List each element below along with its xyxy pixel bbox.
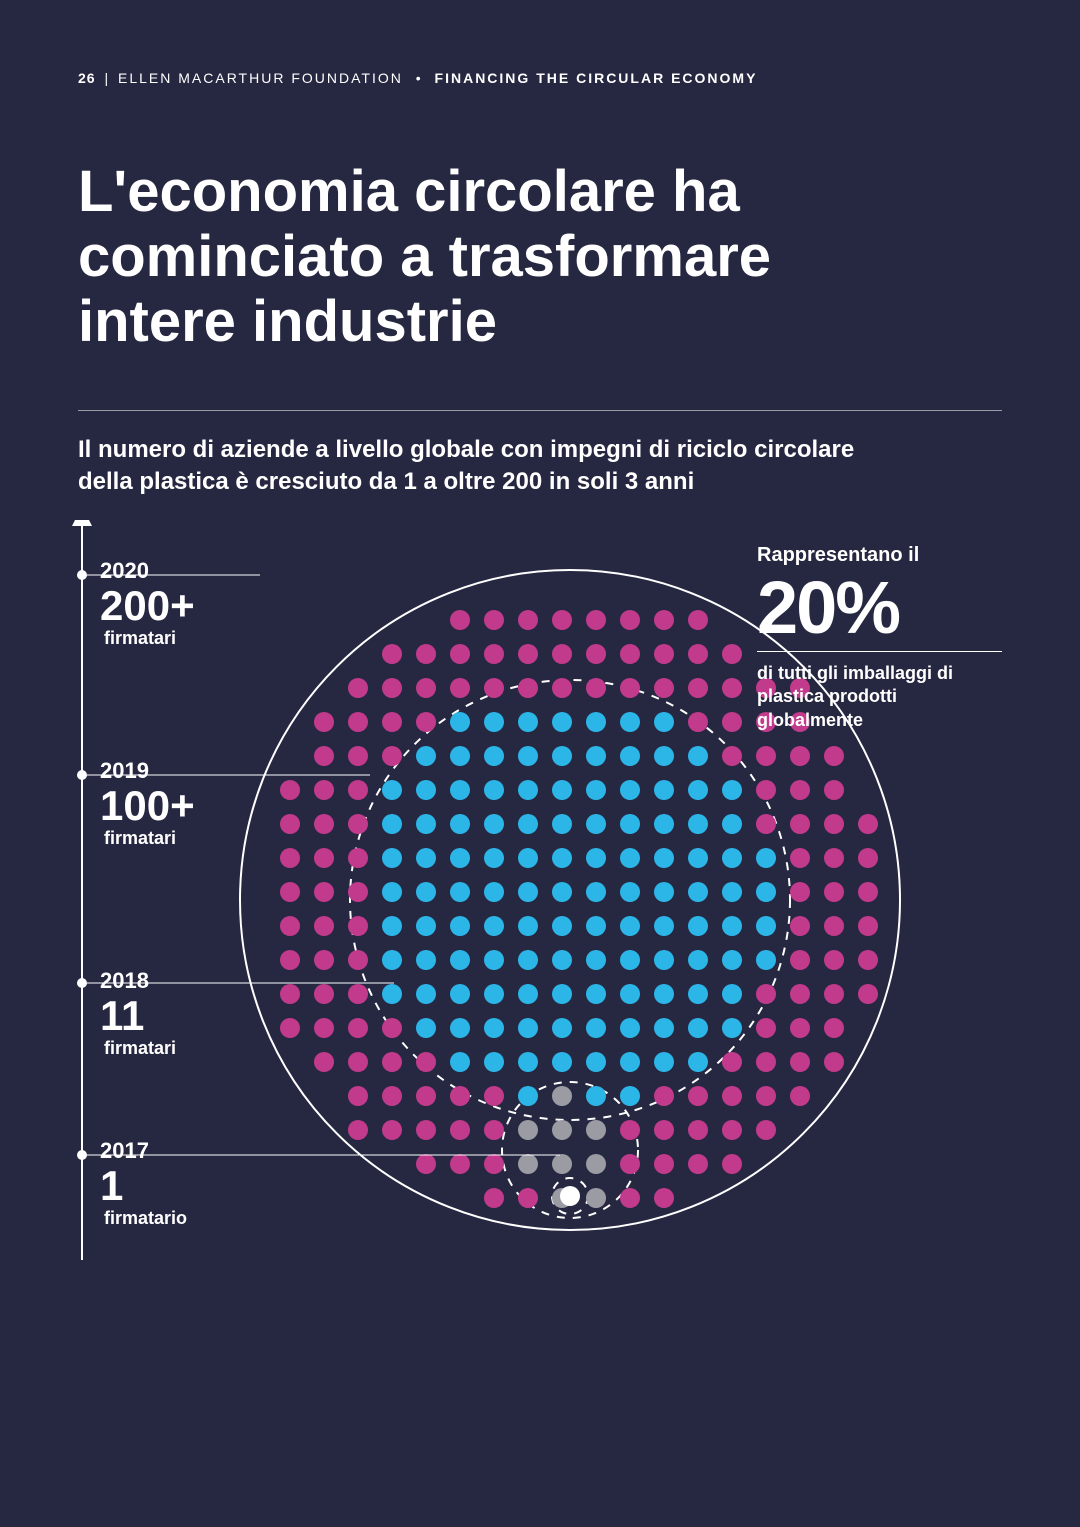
header-sep: | bbox=[104, 70, 109, 86]
divider-line bbox=[78, 410, 1002, 411]
svg-text:2019: 2019 bbox=[100, 758, 149, 783]
callout-underline bbox=[757, 651, 1002, 652]
svg-text:firmatari: firmatari bbox=[104, 828, 176, 848]
callout-box: Rappresentano il 20% di tutti gli imball… bbox=[757, 544, 1002, 732]
org-name: ELLEN MACARTHUR FOUNDATION bbox=[118, 70, 403, 86]
svg-text:firmatari: firmatari bbox=[104, 1038, 176, 1058]
svg-text:1: 1 bbox=[100, 1162, 123, 1209]
header-subtitle: FINANCING THE CIRCULAR ECONOMY bbox=[435, 70, 758, 86]
callout-rep: Rappresentano il bbox=[757, 544, 1002, 567]
svg-text:firmatari: firmatari bbox=[104, 628, 176, 648]
svg-text:100+: 100+ bbox=[100, 782, 195, 829]
page-number: 26 bbox=[78, 70, 96, 86]
header-dot: • bbox=[416, 70, 422, 86]
page-title: L'economia circolare hacominciato a tras… bbox=[78, 160, 771, 355]
svg-text:firmatario: firmatario bbox=[104, 1208, 187, 1228]
page-header: 26 | ELLEN MACARTHUR FOUNDATION • FINANC… bbox=[78, 70, 757, 86]
svg-text:200+: 200+ bbox=[100, 582, 195, 629]
callout-desc: di tutti gli imballaggi di plastica prod… bbox=[757, 662, 1002, 732]
subhead-text: Il numero di aziende a livello globale c… bbox=[78, 434, 878, 499]
callout-pct: 20% bbox=[757, 571, 1002, 645]
svg-text:11: 11 bbox=[100, 992, 144, 1039]
svg-text:2017: 2017 bbox=[100, 1138, 149, 1163]
svg-text:2018: 2018 bbox=[100, 968, 149, 993]
svg-text:2020: 2020 bbox=[100, 558, 149, 583]
